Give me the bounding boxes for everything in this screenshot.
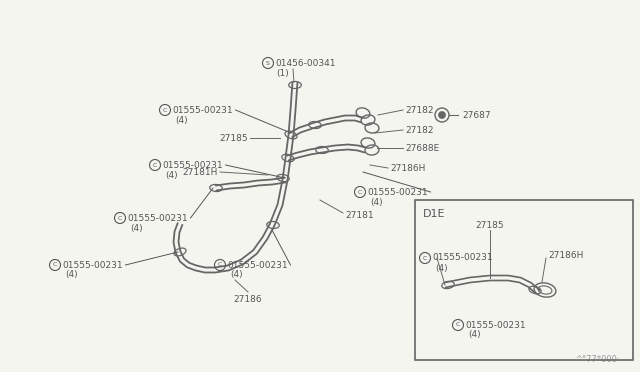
Text: (4): (4) — [371, 198, 383, 206]
Text: C: C — [423, 256, 427, 260]
Text: 01555-00231: 01555-00231 — [465, 321, 526, 330]
Text: 27181H: 27181H — [182, 167, 218, 176]
Text: 27687: 27687 — [462, 110, 491, 119]
Text: (4): (4) — [435, 263, 448, 273]
Text: (4): (4) — [175, 115, 188, 125]
Text: (1): (1) — [276, 68, 289, 77]
Text: 01555-00231: 01555-00231 — [63, 260, 123, 269]
Text: 01555-00231: 01555-00231 — [173, 106, 233, 115]
Text: 27186H: 27186H — [548, 250, 584, 260]
Text: 27185: 27185 — [476, 221, 504, 230]
Text: C: C — [53, 263, 57, 267]
Text: C: C — [358, 189, 362, 195]
Text: 27688E: 27688E — [405, 144, 439, 153]
Text: S: S — [266, 61, 270, 65]
Bar — [415, 200, 633, 360]
Text: (4): (4) — [131, 224, 143, 232]
Text: C: C — [218, 263, 222, 267]
Text: C: C — [456, 323, 460, 327]
Text: 27186H: 27186H — [390, 164, 426, 173]
Text: (4): (4) — [65, 270, 78, 279]
Text: ^°77*000·: ^°77*000· — [575, 356, 620, 365]
Text: 01555-00231: 01555-00231 — [127, 214, 188, 222]
Text: 27185: 27185 — [220, 134, 248, 142]
Text: 27182: 27182 — [405, 106, 433, 115]
Text: 27186: 27186 — [234, 295, 262, 305]
Text: C: C — [163, 108, 167, 112]
Text: (4): (4) — [230, 270, 243, 279]
Text: C: C — [153, 163, 157, 167]
Text: 27181: 27181 — [345, 211, 374, 219]
Text: 01555-00231: 01555-00231 — [433, 253, 493, 263]
Text: 01456-00341: 01456-00341 — [275, 58, 335, 67]
Text: 27182: 27182 — [405, 125, 433, 135]
Text: (4): (4) — [468, 330, 481, 340]
Text: 01555-00231: 01555-00231 — [163, 160, 223, 170]
Text: D1E: D1E — [423, 209, 445, 219]
Text: (4): (4) — [166, 170, 178, 180]
Text: 01555-00231: 01555-00231 — [367, 187, 428, 196]
Text: 01555-00231: 01555-00231 — [227, 260, 288, 269]
Text: C: C — [118, 215, 122, 221]
Circle shape — [438, 112, 445, 119]
